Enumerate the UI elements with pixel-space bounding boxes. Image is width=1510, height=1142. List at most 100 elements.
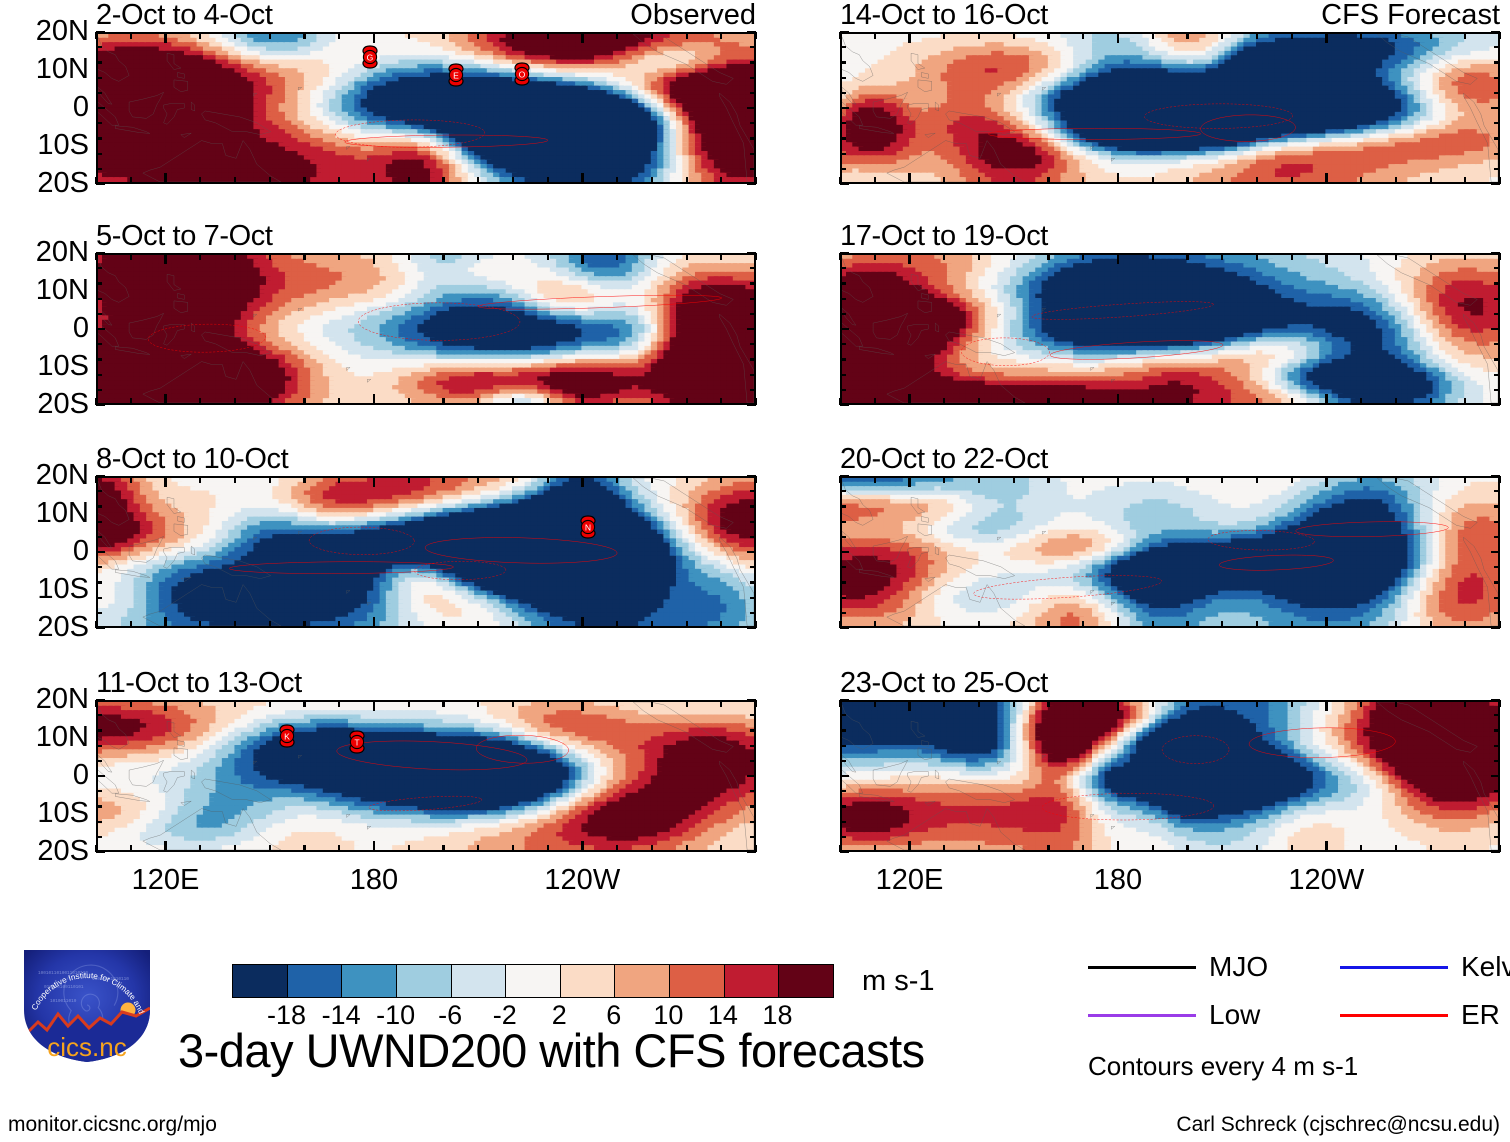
figure-footer-block: 1001011010011010110 010110100110101 1010…	[0, 930, 1510, 1142]
x-axis-tick	[199, 700, 202, 707]
tropical-cyclone-marker: N	[576, 512, 600, 542]
legend-item: Kelvin x2	[1340, 952, 1510, 982]
x-axis-tick	[477, 476, 480, 483]
y-axis-label: 20N	[0, 461, 96, 490]
x-axis-tick	[199, 177, 202, 184]
x-axis-tick	[268, 32, 271, 39]
x-axis-tick	[1186, 253, 1189, 260]
y-axis-label: 10S	[0, 575, 96, 604]
x-axis-tick	[129, 32, 132, 39]
x-axis-tick	[650, 177, 653, 184]
y-axis-tick	[96, 505, 102, 508]
y-axis-tick	[840, 373, 846, 376]
x-axis-tick	[581, 617, 584, 628]
y-axis-tick	[1491, 551, 1500, 554]
x-axis-tick	[685, 700, 688, 707]
x-axis-tick	[581, 173, 584, 184]
x-axis-tick	[873, 398, 876, 405]
y-axis-label: 10S	[0, 799, 96, 828]
x-axis-tick	[977, 476, 981, 483]
x-axis-tick	[95, 476, 98, 483]
y-axis-tick	[1491, 851, 1500, 854]
panel-title: 17-Oct to 19-Oct	[840, 222, 1048, 251]
x-axis-tick	[720, 700, 723, 707]
x-axis-tick	[407, 700, 410, 707]
y-axis-tick	[840, 46, 846, 49]
x-axis-tick	[233, 32, 237, 39]
colorbar-swatch	[506, 965, 561, 997]
y-axis-tick	[750, 535, 756, 538]
x-axis-tick	[477, 700, 480, 707]
y-axis-tick	[96, 805, 102, 808]
x-axis-tick	[720, 621, 723, 628]
x-axis-tick	[1221, 845, 1224, 852]
x-axis-tick	[442, 621, 445, 628]
y-axis-tick	[840, 611, 846, 614]
legend-line-swatch	[1340, 965, 1448, 969]
y-axis-tick	[750, 566, 756, 569]
map-canvas	[96, 476, 756, 628]
y-axis-label: 0	[0, 314, 96, 343]
x-axis-tick	[268, 476, 271, 483]
colorbar-swatch	[724, 965, 780, 997]
legend-line-swatch	[1088, 1013, 1196, 1017]
y-axis-tick	[840, 76, 846, 79]
colorbar-ticklabels: -18 -14 -10 -6 -2 2 6 10 14 18	[232, 1000, 832, 1034]
legend-item: MJO	[1088, 952, 1268, 982]
x-axis-label: 120E	[132, 866, 200, 895]
y-axis-tick	[1491, 328, 1500, 331]
x-axis-tick	[1186, 621, 1189, 628]
x-axis-tick	[1464, 700, 1467, 707]
y-axis-tick	[1494, 137, 1500, 140]
panel-title: 14-Oct to 16-Oct	[840, 1, 1048, 30]
y-axis-tick	[96, 611, 102, 614]
y-axis-tick	[750, 490, 756, 493]
y-axis-tick	[750, 343, 756, 346]
x-axis-tick	[616, 32, 619, 39]
x-axis-tick	[650, 621, 653, 628]
x-axis-tick	[1151, 845, 1154, 852]
logo-graphic: 1001011010011010110 010110100110101 1010…	[15, 937, 150, 1062]
y-axis-tick	[1494, 167, 1500, 170]
y-axis-tick	[750, 805, 756, 808]
x-axis-tick	[442, 398, 445, 405]
x-axis-tick	[511, 398, 515, 405]
x-axis-tick	[908, 394, 911, 405]
x-axis-tick	[95, 32, 98, 39]
map-panel: 23-Oct to 25-Oct 120E 180 120W	[839, 669, 1502, 895]
svg-text:O: O	[518, 69, 525, 79]
x-axis-tick	[685, 398, 688, 405]
x-axis-tick	[338, 700, 341, 707]
y-axis-tick	[1494, 566, 1500, 569]
y-axis-tick	[1491, 252, 1500, 255]
map-panel: 14-Oct to 16-Oct CFS Forecast	[839, 1, 1502, 186]
x-axis-tick	[164, 617, 167, 628]
y-axis-tick	[840, 61, 846, 64]
x-axis-tick	[616, 845, 619, 852]
x-axis-tick	[303, 700, 306, 707]
y-axis-tick	[747, 475, 756, 478]
x-axis-tick	[755, 398, 758, 405]
y-axis-tick	[96, 76, 102, 79]
x-axis-tick	[1151, 177, 1154, 184]
x-axis-tick	[1255, 177, 1259, 184]
y-axis-tick	[750, 611, 756, 614]
y-axis-tick	[750, 759, 756, 762]
x-axis-tick	[685, 253, 688, 260]
legend-label: MJO	[1209, 952, 1268, 982]
x-axis-tick	[407, 32, 410, 39]
panel-title: 11-Oct to 13-Oct	[96, 669, 302, 698]
x-axis-tick	[873, 32, 876, 39]
y-axis-tick	[840, 252, 849, 255]
x-axis-tick	[1499, 476, 1502, 483]
y-axis-tick	[1494, 267, 1500, 270]
x-axis-tick	[755, 177, 758, 184]
x-axis-tick	[477, 398, 480, 405]
svg-text:E: E	[453, 71, 459, 81]
x-axis-tick	[1012, 845, 1015, 852]
x-axis-tick	[839, 845, 842, 852]
x-axis-tick	[1012, 621, 1015, 628]
x-axis-tick	[1290, 621, 1293, 628]
x-axis-tick	[164, 32, 167, 43]
x-axis-tick	[1394, 476, 1397, 483]
